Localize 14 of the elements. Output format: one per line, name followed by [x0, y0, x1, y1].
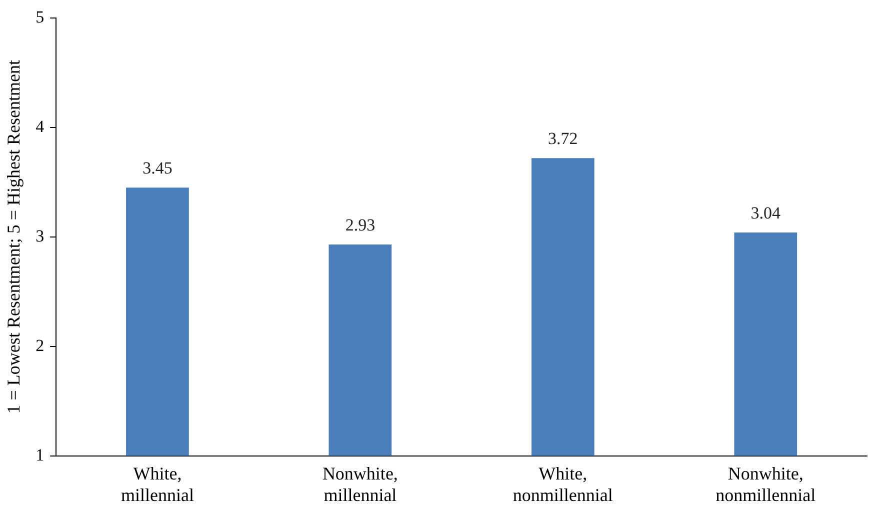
y-tick-label: 1: [36, 445, 44, 464]
x-tick-label: Nonwhite, nonmillennial: [716, 463, 816, 505]
y-axis-title: 1 = Lowest Resentment; 5 = Highest Resentment: [4, 60, 24, 414]
y-tick-label: 4: [36, 116, 45, 136]
data-label: 2.93: [345, 216, 376, 235]
x-tick-label: White, millennial: [120, 463, 194, 505]
x-tick-label: Nonwhite, millennial: [322, 463, 398, 505]
data-label: 3.72: [548, 129, 578, 148]
data-label: 3.04: [750, 203, 782, 222]
data-label: 3.45: [142, 158, 172, 178]
y-tick-label: 2: [36, 336, 44, 355]
y-tick-label: 3: [36, 226, 44, 246]
y-tick-label: 5: [36, 7, 44, 26]
x-tick-label: White, nonmillennial: [512, 463, 613, 505]
